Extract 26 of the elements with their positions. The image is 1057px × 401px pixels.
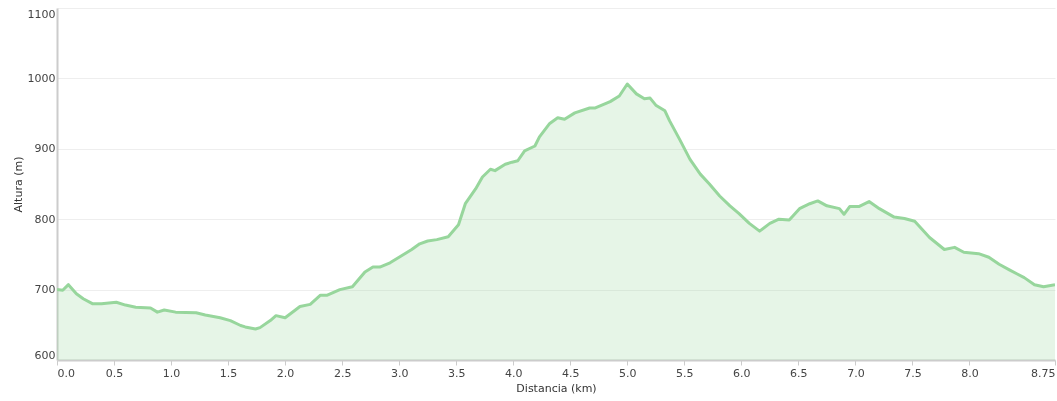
- y-axis-title: Altura (m): [11, 156, 25, 213]
- x-tick-label: 5.5: [676, 366, 694, 380]
- y-tick-label: 1100: [27, 7, 56, 21]
- x-tick-label: 3.5: [447, 366, 466, 380]
- x-tick-label: 8.0: [961, 366, 979, 380]
- y-tick-label: 700: [34, 283, 56, 297]
- x-tick-label: 5.0: [619, 366, 637, 380]
- x-tick-label: 7.5: [904, 366, 922, 380]
- x-axis-title: Distancia (km): [516, 381, 597, 395]
- x-tick-label: 4.0: [504, 366, 523, 380]
- x-tick-label: 6.5: [790, 366, 808, 380]
- x-tick-label: 1.5: [219, 366, 238, 380]
- y-tick-label: 600: [34, 348, 56, 362]
- x-tick-label: 0.5: [105, 366, 124, 380]
- x-tick-label: 3.0: [390, 366, 409, 380]
- x-tick-label: 6.0: [733, 366, 751, 380]
- x-tick-label: 1.0: [162, 366, 181, 380]
- x-tick-label: 8.75: [1031, 366, 1056, 380]
- x-tick-label: 2.5: [333, 366, 352, 380]
- x-tick-label: 0.0: [57, 366, 75, 380]
- y-tick-label: 1000: [27, 71, 56, 85]
- y-tick-label: 800: [34, 212, 56, 226]
- x-tick-label: 2.0: [276, 366, 295, 380]
- x-tick-label: 4.5: [562, 366, 580, 380]
- y-tick-label: 900: [34, 142, 56, 156]
- x-tick-label: 7.0: [847, 366, 865, 380]
